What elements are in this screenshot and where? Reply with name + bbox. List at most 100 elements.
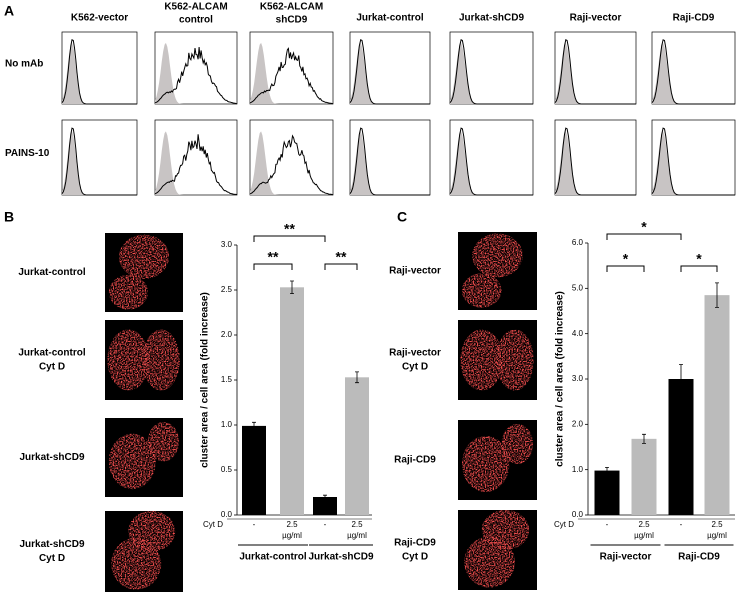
column-header: Raji-CD9 bbox=[673, 13, 715, 24]
column-header: control bbox=[179, 15, 213, 26]
significance-bracket bbox=[324, 263, 358, 270]
image-label: Cyt D bbox=[402, 362, 428, 373]
significance-label: ** bbox=[336, 249, 347, 265]
isotype-histogram bbox=[652, 42, 735, 104]
group-label: Raji-CD9 bbox=[678, 552, 720, 563]
image-label: Raji-vector bbox=[389, 266, 441, 277]
treatment-label: Cyt D bbox=[554, 520, 574, 529]
panel-label: B bbox=[4, 209, 14, 225]
image-label: Cyt D bbox=[39, 362, 65, 373]
row-label: PAINS-10 bbox=[5, 148, 50, 159]
image-label: Raji-vector bbox=[389, 348, 441, 359]
bar bbox=[345, 377, 369, 515]
category-label: 2.5 bbox=[351, 520, 363, 529]
category-label: 2.5 bbox=[286, 520, 298, 529]
isotype-histogram bbox=[250, 131, 333, 195]
bar bbox=[631, 438, 657, 515]
stain-histogram bbox=[349, 127, 430, 196]
cell bbox=[495, 329, 534, 391]
group-label: Jurkat-control bbox=[239, 552, 306, 563]
bar bbox=[313, 497, 337, 515]
stain-histogram bbox=[249, 134, 334, 196]
group-label: Jurkat-shCD9 bbox=[308, 552, 373, 563]
image-label: Jurkat-shCD9 bbox=[19, 539, 84, 550]
error-bar bbox=[605, 467, 609, 475]
isotype-histogram bbox=[350, 42, 430, 104]
stain-histogram bbox=[154, 134, 238, 195]
image-label: Jurkat-control bbox=[18, 267, 85, 278]
category-label: - bbox=[324, 520, 327, 529]
bar bbox=[668, 379, 694, 515]
y-axis-label: cluster area / cell area (fold increase) bbox=[200, 292, 211, 468]
category-label: - bbox=[680, 520, 683, 529]
stain-histogram bbox=[61, 39, 137, 105]
column-header: K562-ALCAM bbox=[164, 2, 227, 13]
isotype-histogram bbox=[62, 42, 137, 104]
y-tick-label: 2.0 bbox=[572, 419, 584, 428]
significance-label: ** bbox=[284, 221, 295, 237]
stain-histogram bbox=[61, 127, 137, 196]
y-tick-label: 5.0 bbox=[572, 283, 584, 292]
error-bar bbox=[252, 421, 256, 430]
y-tick-label: 2.0 bbox=[221, 330, 233, 339]
cell bbox=[460, 329, 504, 391]
cell bbox=[119, 234, 169, 279]
y-tick-label: 1.0 bbox=[572, 465, 584, 474]
category-label: - bbox=[253, 520, 256, 529]
isotype-histogram bbox=[450, 131, 533, 195]
error-bar bbox=[715, 282, 719, 308]
panel-label: A bbox=[4, 3, 14, 19]
cell bbox=[481, 510, 530, 550]
y-tick-label: 0.0 bbox=[572, 510, 584, 519]
stain-histogram bbox=[249, 47, 334, 105]
cell bbox=[108, 274, 148, 310]
stain-histogram bbox=[449, 39, 533, 105]
category-label: µg/ml bbox=[634, 531, 654, 540]
category-label: 2.5 bbox=[638, 520, 650, 529]
bar bbox=[594, 470, 620, 515]
significance-bracket bbox=[680, 265, 718, 272]
row-label: No mAb bbox=[5, 59, 43, 70]
stain-histogram bbox=[651, 39, 735, 105]
category-label: µg/ml bbox=[707, 531, 727, 540]
isotype-histogram bbox=[350, 131, 430, 195]
column-header: Jurkat-control bbox=[356, 13, 423, 24]
bar bbox=[242, 425, 266, 515]
isotype-histogram bbox=[250, 42, 333, 104]
bar bbox=[704, 295, 730, 515]
isotype-histogram bbox=[450, 42, 533, 104]
treatment-label: Cyt D bbox=[203, 520, 223, 529]
category-label: - bbox=[606, 520, 609, 529]
column-header: shCD9 bbox=[276, 15, 308, 26]
category-label: 2.5 bbox=[711, 520, 723, 529]
y-tick-label: 3.0 bbox=[572, 374, 584, 383]
cell bbox=[461, 436, 510, 492]
category-label: µg/ml bbox=[282, 531, 302, 540]
bar bbox=[280, 287, 304, 515]
column-header: K562-ALCAM bbox=[260, 2, 323, 13]
error-bar bbox=[290, 280, 294, 294]
cell bbox=[108, 433, 156, 490]
isotype-histogram bbox=[555, 42, 636, 104]
y-tick-label: 0.0 bbox=[221, 510, 233, 519]
y-tick-label: 3.0 bbox=[221, 240, 233, 249]
cell bbox=[472, 233, 523, 278]
group-label: Raji-vector bbox=[600, 552, 652, 563]
isotype-histogram bbox=[555, 131, 636, 195]
error-bar bbox=[355, 371, 359, 384]
cell bbox=[147, 421, 180, 462]
column-header: Raji-vector bbox=[570, 13, 622, 24]
significance-bracket bbox=[253, 263, 293, 270]
y-tick-label: 6.0 bbox=[572, 238, 584, 247]
significance-label: * bbox=[641, 219, 647, 235]
isotype-histogram bbox=[652, 131, 735, 195]
significance-label: ** bbox=[268, 249, 279, 265]
panel-label: C bbox=[397, 209, 407, 225]
stain-histogram bbox=[154, 47, 238, 105]
cell bbox=[501, 424, 534, 464]
significance-bracket bbox=[606, 233, 682, 240]
isotype-histogram bbox=[155, 131, 237, 195]
cell bbox=[461, 273, 502, 308]
category-label: µg/ml bbox=[347, 531, 367, 540]
